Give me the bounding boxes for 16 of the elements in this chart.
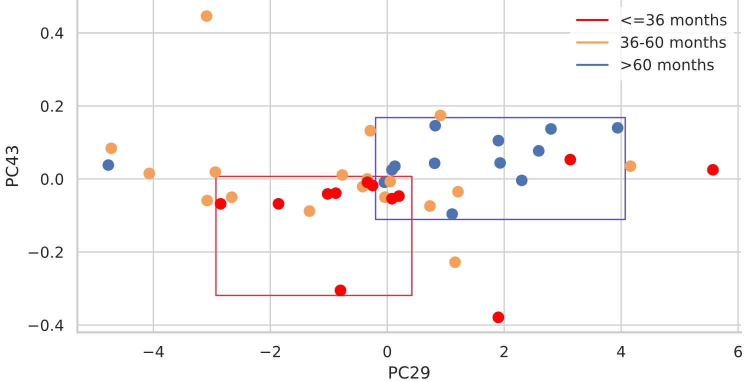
y-axis-title: PC43 <box>6 146 18 186</box>
x-tick-label: 0 <box>383 346 392 358</box>
y-tick-label: −0.4 <box>28 320 64 332</box>
legend-label: >60 months <box>621 58 714 70</box>
y-tick-label: −0.2 <box>28 246 63 258</box>
legend-label: <=36 months <box>621 14 727 26</box>
x-tick-label: −2 <box>260 346 280 358</box>
x-tick-label: 2 <box>500 346 508 358</box>
x-tick-label: −4 <box>144 346 164 358</box>
legend-label: 36-60 months <box>620 36 726 48</box>
y-tick-label: 0.2 <box>40 100 63 112</box>
x-tick-label: 4 <box>617 346 626 358</box>
y-tick-label: 0.4 <box>40 27 64 39</box>
y-tick-label: 0.0 <box>40 173 64 185</box>
x-tick-label: 6 <box>734 346 742 358</box>
x-axis-title: PC29 <box>389 366 430 379</box>
